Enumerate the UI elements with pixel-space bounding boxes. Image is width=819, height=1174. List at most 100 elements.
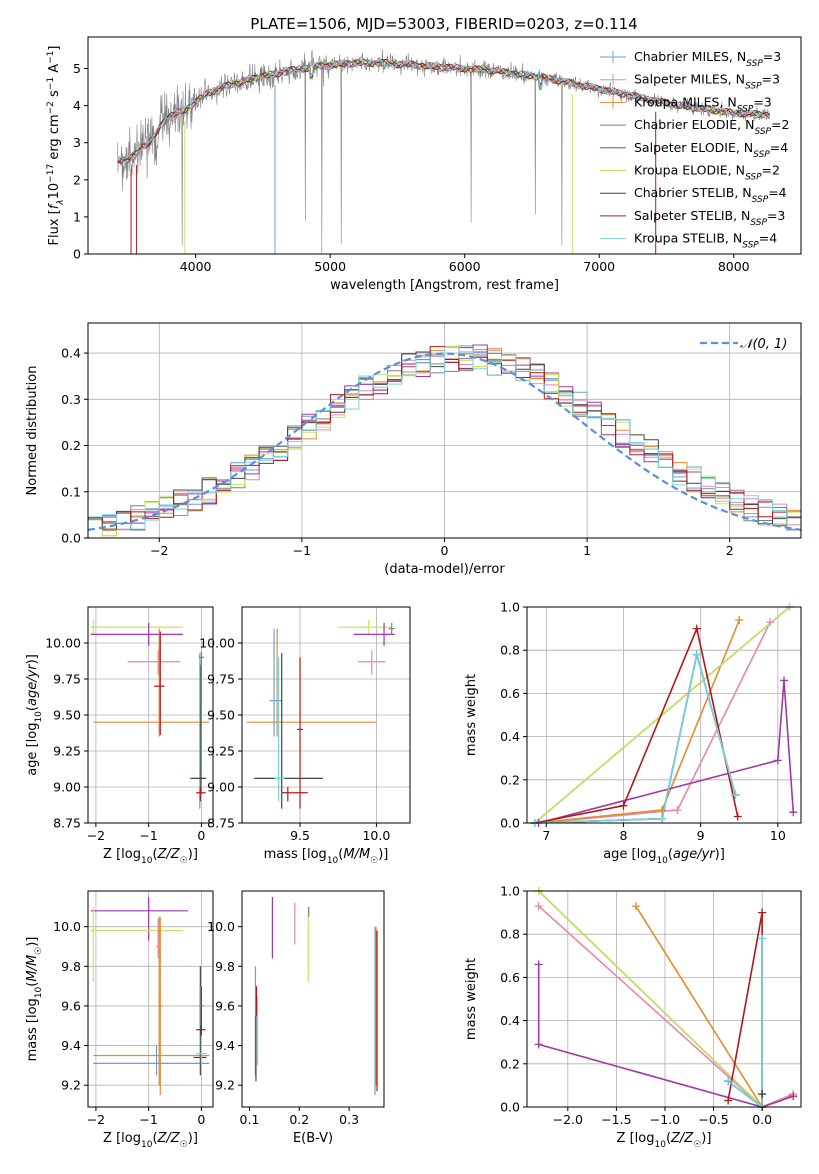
x-axis-label-part: Z/Z	[157, 847, 181, 862]
legend-label-part: =3	[767, 208, 785, 223]
x-tick-label: −0.5	[698, 1112, 728, 1127]
legend-label-part: Kroupa STELIB, N	[634, 231, 742, 246]
x-tick-label: 0	[197, 1112, 205, 1127]
legend-label: Kroupa MILES, NSSP=3	[634, 94, 772, 114]
y-tick-label: 0.0	[500, 1100, 520, 1115]
legend-label: Kroupa STELIB, NSSP=4	[634, 231, 777, 251]
y-tick-label: 8.75	[53, 816, 81, 831]
y-axis-label: mass [log10(M/M☉)]	[25, 937, 44, 1062]
mass-weight-marker	[534, 960, 543, 969]
x-tick-label: −1.5	[601, 1112, 631, 1127]
y-tick-label: 1.0	[500, 600, 520, 615]
x-tick-label: 2	[726, 543, 734, 558]
x-tick-label: 9.5	[290, 828, 310, 843]
y-tick-label: 9.25	[207, 744, 235, 759]
plot-area	[246, 619, 395, 809]
mass-weight-marker	[766, 618, 775, 627]
y-axis-label: age [log10(age/yr)]	[25, 654, 44, 776]
mass-weight-marker	[789, 808, 798, 817]
mass-weight-marker	[735, 615, 744, 624]
mass-weight-line	[727, 938, 763, 1107]
plot-area	[254, 896, 378, 1096]
mass-weight-marker	[673, 806, 682, 815]
x-axis-label: Z [log10(Z/Z☉)]	[617, 1131, 712, 1150]
legend-label-part: =4	[768, 185, 786, 200]
mass-weight-marker	[631, 902, 640, 911]
axes-frame	[526, 606, 802, 824]
mass-weight-line	[534, 654, 737, 823]
x-axis-label-part: Z/Z	[157, 1131, 181, 1146]
x-axis-label-part: )]	[701, 1131, 711, 1146]
y-tick-label: 9.00	[53, 780, 81, 795]
legend-label-part: Kroupa MILES, N	[634, 94, 737, 109]
x-axis-label-part: 10	[327, 856, 339, 866]
y-axis-label-part: M/M	[25, 955, 40, 982]
legend-label-part: Chabrier ELODIE, N	[634, 117, 754, 132]
x-tick-label: 7	[542, 828, 550, 843]
x-axis-label-part: ☉	[370, 856, 378, 866]
residual-histogram-step	[88, 347, 801, 530]
y-axis-label-part: age [log	[25, 723, 40, 776]
mass-weight-line	[538, 905, 794, 1107]
y-tick-label: 0.6	[500, 686, 520, 701]
x-tick-label: 4000	[180, 259, 212, 274]
x-tick-label: −2.0	[553, 1112, 583, 1127]
mass-weight-marker	[733, 812, 742, 821]
legend-label-part: SSP	[746, 59, 763, 69]
legend-label-part: SSP	[750, 218, 767, 228]
y-tick-label: 9.8	[61, 959, 81, 974]
y-tick-label: 9.6	[215, 998, 235, 1013]
x-tick-label: 10.0	[362, 828, 390, 843]
x-tick-label: 5000	[314, 259, 346, 274]
y-tick-label: 0.4	[500, 1013, 520, 1028]
y-tick-label: 9.6	[61, 998, 81, 1013]
x-tick-label: 10	[770, 828, 786, 843]
mass-weight-marker	[658, 806, 667, 815]
y-tick-label: 1.0	[500, 884, 520, 899]
mass-weight-line	[537, 964, 794, 1107]
mass-weight-marker	[692, 624, 701, 633]
x-tick-label: 1	[583, 543, 591, 558]
y-axis-label-part: f	[47, 202, 62, 209]
x-axis-label-part: )]	[378, 847, 388, 862]
y-tick-label: 2	[73, 172, 81, 187]
plot-area	[88, 344, 801, 537]
y-tick-label: 9.75	[53, 672, 81, 687]
x-tick-label: −2	[150, 543, 168, 558]
y-axis-label-part: (	[25, 706, 40, 711]
y-tick-label: 0.2	[500, 1056, 520, 1071]
mass-weight-marker	[724, 1077, 733, 1086]
y-axis-label-part: ☉	[34, 947, 44, 955]
y-axis-label-part: )]	[25, 654, 40, 664]
legend-label-part: =4	[770, 140, 788, 155]
x-axis-label-part: (	[338, 847, 343, 862]
x-axis-label-part: 10	[141, 856, 153, 866]
mass-weight-marker	[773, 756, 782, 765]
y-axis-label: mass weight	[464, 674, 479, 756]
legend-label-part: SSP	[754, 127, 771, 137]
x-axis-label-part: Z [log	[617, 1131, 655, 1146]
y-tick-label: 9.75	[207, 672, 235, 687]
x-axis-label: mass [log10(M/M☉)]	[264, 847, 389, 866]
model-spectrum-line	[117, 59, 771, 160]
legend-label: Salpeter STELIB, NSSP=3	[634, 208, 785, 228]
x-tick-label: −1	[293, 543, 311, 558]
y-tick-label: 0.8	[500, 643, 520, 658]
x-axis-label: age [log10(age/yr)]	[603, 847, 725, 866]
mass-weight-marker	[758, 908, 767, 917]
legend-label-part: =3	[762, 72, 780, 87]
mass-vs-metallicity-panel: −2 −1 09.29.49.69.810.0Z [log10(Z/Z☉)]mass…	[25, 890, 214, 1150]
y-axis-label-part: A	[47, 64, 62, 77]
mass-weight-marker	[789, 1092, 798, 1101]
x-axis-label: wavelength [Angstrom, rest frame]	[330, 278, 559, 293]
y-axis-label-part: 10	[47, 183, 62, 200]
legend-label-part: SSP	[745, 173, 762, 183]
y-tick-label: 0.4	[61, 346, 81, 361]
y-tick-label: 8.75	[207, 816, 235, 831]
y-axis-label-part: −1	[46, 51, 56, 64]
y-tick-label: 5	[73, 61, 81, 76]
x-tick-label: 0	[197, 828, 205, 843]
x-axis-label: E(B-V)	[293, 1131, 333, 1146]
mass-weight-marker	[758, 934, 767, 943]
